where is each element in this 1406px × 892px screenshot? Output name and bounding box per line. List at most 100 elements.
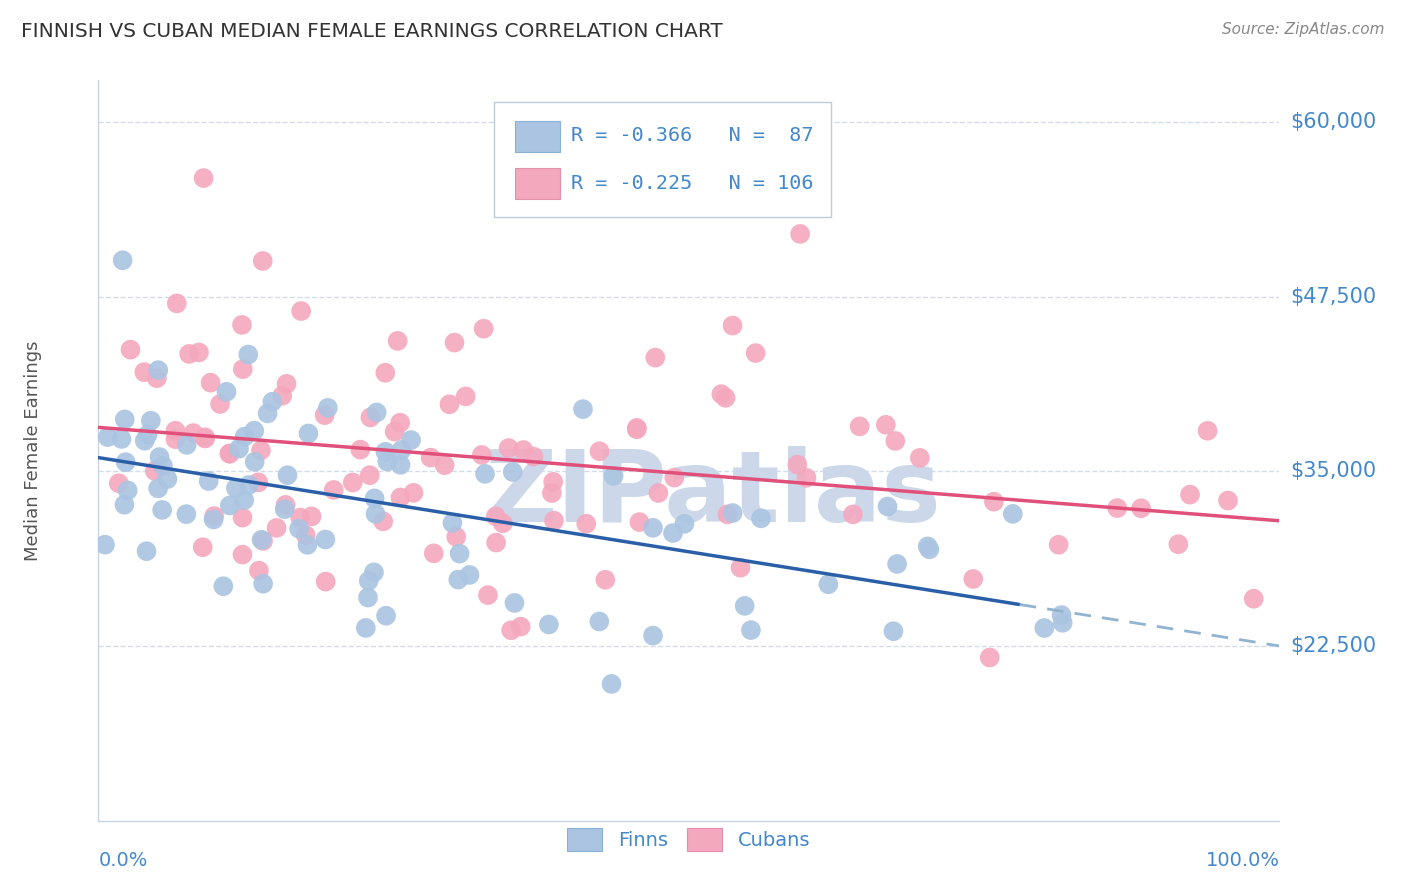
Point	[740, 623, 762, 637]
Text: 100.0%: 100.0%	[1205, 851, 1279, 871]
Point	[290, 510, 312, 524]
Point	[384, 425, 406, 439]
Point	[179, 347, 201, 361]
Point	[94, 538, 117, 552]
Point	[256, 406, 278, 420]
Point	[247, 475, 270, 490]
Point	[252, 254, 274, 268]
Point	[449, 547, 471, 561]
Point	[176, 507, 198, 521]
Point	[375, 608, 398, 623]
Point	[202, 512, 225, 526]
Point	[1167, 537, 1189, 551]
Point	[664, 470, 686, 484]
Point	[165, 424, 187, 438]
Point	[314, 408, 336, 422]
Point	[238, 347, 260, 361]
Point	[419, 450, 441, 465]
Point	[374, 445, 396, 459]
Point	[294, 528, 316, 542]
Point	[1197, 424, 1219, 438]
Legend: Finns, Cubans: Finns, Cubans	[560, 820, 818, 859]
Point	[276, 376, 298, 391]
Point	[252, 576, 274, 591]
Point	[134, 365, 156, 379]
Text: R = -0.225   N = 106: R = -0.225 N = 106	[571, 175, 813, 194]
Point	[359, 410, 381, 425]
Point	[363, 566, 385, 580]
Point	[389, 458, 412, 472]
Point	[218, 447, 240, 461]
Point	[262, 394, 284, 409]
Point	[962, 572, 984, 586]
Point	[193, 171, 215, 186]
Point	[363, 491, 385, 506]
Point	[647, 486, 669, 500]
Point	[276, 468, 298, 483]
Point	[796, 471, 818, 485]
Point	[238, 478, 260, 492]
Point	[288, 522, 311, 536]
Point	[1033, 621, 1056, 635]
Point	[641, 521, 664, 535]
Point	[231, 548, 253, 562]
Point	[485, 509, 508, 524]
Point	[215, 384, 238, 399]
Point	[146, 481, 169, 495]
Point	[374, 366, 396, 380]
Point	[134, 434, 156, 448]
Point	[588, 444, 610, 458]
Point	[1216, 493, 1239, 508]
Point	[662, 526, 685, 541]
Point	[231, 318, 253, 332]
Point	[1052, 615, 1074, 630]
Point	[458, 568, 481, 582]
Point	[136, 427, 159, 442]
Point	[1178, 488, 1201, 502]
Point	[202, 509, 225, 524]
Point	[107, 476, 129, 491]
Point	[225, 481, 247, 495]
Point	[387, 334, 409, 348]
Point	[1107, 501, 1129, 516]
Point	[191, 540, 214, 554]
Point	[512, 442, 534, 457]
Point	[1130, 501, 1153, 516]
Point	[143, 464, 166, 478]
Point	[543, 514, 565, 528]
Point	[373, 514, 395, 528]
Point	[247, 564, 270, 578]
Point	[243, 424, 266, 438]
Point	[541, 475, 564, 489]
Point	[886, 557, 908, 571]
Point	[322, 483, 344, 497]
Point	[439, 397, 461, 411]
Text: $35,000: $35,000	[1291, 461, 1376, 482]
Point	[146, 371, 169, 385]
Point	[595, 573, 617, 587]
Point	[501, 624, 523, 638]
Point	[114, 455, 136, 469]
Point	[252, 533, 274, 548]
Point	[114, 412, 136, 426]
Point	[150, 503, 173, 517]
Point	[316, 401, 339, 415]
Point	[917, 540, 939, 554]
Point	[194, 430, 217, 444]
Point	[876, 500, 898, 514]
Point	[120, 343, 142, 357]
Point	[117, 483, 139, 498]
Point	[399, 433, 422, 447]
Point	[1243, 591, 1265, 606]
Point	[389, 416, 412, 430]
Text: Source: ZipAtlas.com: Source: ZipAtlas.com	[1222, 22, 1385, 37]
Point	[721, 506, 744, 520]
Point	[575, 516, 598, 531]
Point	[789, 227, 811, 241]
Point	[112, 498, 135, 512]
Point	[342, 475, 364, 490]
Point	[139, 414, 162, 428]
Point	[135, 544, 157, 558]
Point	[492, 516, 515, 531]
Point	[148, 450, 170, 464]
